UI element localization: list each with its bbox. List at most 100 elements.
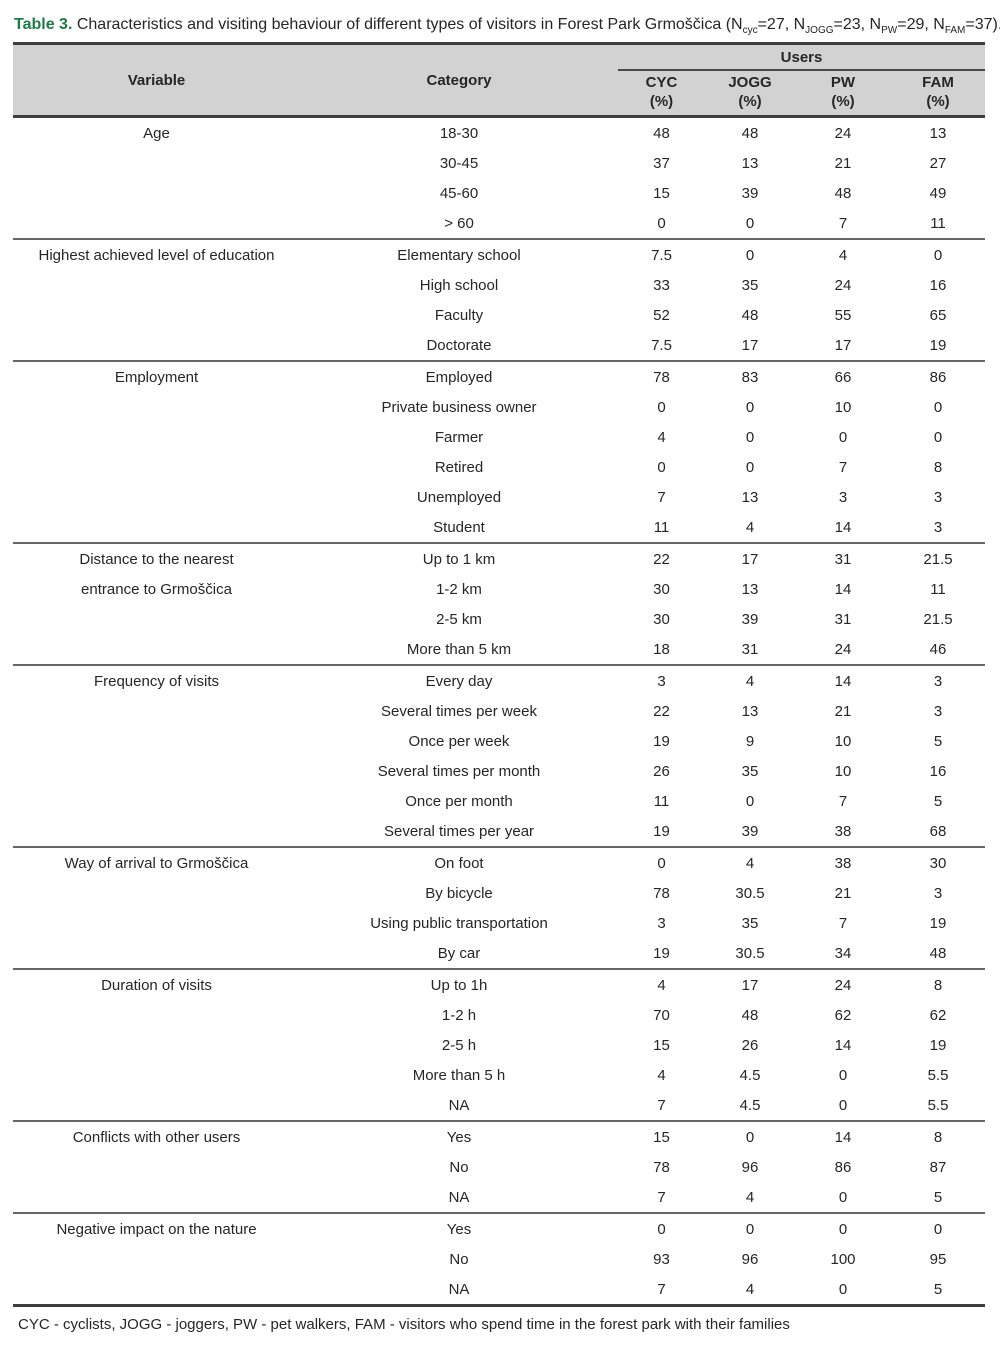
value-cell: 21 bbox=[834, 154, 852, 172]
variable-label: Distance to the nearest bbox=[79, 550, 234, 568]
value-cell: 13 bbox=[741, 702, 759, 720]
table-row: By bicycle 78 30.5 21 3 bbox=[300, 878, 985, 908]
value-cell: 0 bbox=[745, 1128, 755, 1146]
table-row: 2-5 h 15 26 14 19 bbox=[300, 1030, 985, 1060]
value-cell: 4 bbox=[657, 428, 666, 446]
value-cell: 14 bbox=[834, 1036, 852, 1054]
value-cell: 5 bbox=[933, 1188, 943, 1206]
section-rows: Elementary school 7.5 0 4 0 High school 33 35 24… bbox=[300, 240, 985, 360]
value-cell: 31 bbox=[741, 640, 759, 658]
value-cell: 38 bbox=[834, 854, 852, 872]
value-cell: 11 bbox=[930, 214, 946, 232]
value-cell: 17 bbox=[741, 976, 759, 994]
value-cell: 87 bbox=[929, 1158, 947, 1176]
value-cell: 4.5 bbox=[739, 1096, 761, 1114]
value-cell: 3 bbox=[838, 488, 848, 506]
value-cell: 17 bbox=[834, 336, 852, 354]
column-header-cyc: CYC (%) bbox=[645, 74, 678, 110]
value-cell: 55 bbox=[834, 306, 852, 324]
category-cell: No bbox=[449, 1250, 469, 1268]
value-cell: 10 bbox=[834, 398, 852, 416]
value-cell: 0 bbox=[933, 1220, 943, 1238]
section-rows: Yes 0 0 0 0 No 93 96 100 95 NA 7 4 0 5 bbox=[300, 1214, 985, 1304]
table-row: Up to 1 km 22 17 31 21.5 bbox=[300, 544, 985, 574]
value-cell: 34 bbox=[834, 944, 852, 962]
value-cell: 14 bbox=[834, 672, 852, 690]
category-cell: On foot bbox=[434, 854, 484, 872]
variable-label: Employment bbox=[114, 368, 199, 386]
value-cell: 0 bbox=[838, 1188, 848, 1206]
value-cell: 3 bbox=[933, 884, 943, 902]
value-cell: 86 bbox=[834, 1158, 852, 1176]
value-cell: 0 bbox=[838, 1096, 848, 1114]
value-cell: 48 bbox=[929, 944, 947, 962]
category-cell: Farmer bbox=[434, 428, 484, 446]
table-row: Elementary school 7.5 0 4 0 bbox=[300, 240, 985, 270]
value-cell: 19 bbox=[929, 1036, 947, 1054]
value-cell: 11 bbox=[653, 518, 670, 536]
category-cell: Up to 1 km bbox=[422, 550, 496, 568]
value-cell: 14 bbox=[834, 580, 852, 598]
section-rows: On foot 0 4 38 30 By bicycle 78 30.5 21 3 Using pu… bbox=[300, 848, 985, 968]
value-cell: 13 bbox=[741, 154, 759, 172]
value-cell: 7 bbox=[657, 488, 666, 506]
category-cell: 45-60 bbox=[439, 184, 479, 202]
value-cell: 39 bbox=[741, 610, 759, 628]
value-cell: 0 bbox=[657, 458, 666, 476]
variable-label: entrance to Grmoščica bbox=[81, 580, 232, 598]
value-cell: 0 bbox=[933, 428, 943, 446]
variable-cell: Way of arrival to Grmoščica bbox=[13, 848, 300, 968]
value-cell: 16 bbox=[929, 276, 947, 294]
category-cell: Doctorate bbox=[426, 336, 492, 354]
value-cell: 48 bbox=[741, 306, 759, 324]
category-cell: 30-45 bbox=[439, 154, 479, 172]
table-row: Once per week 19 9 10 5 bbox=[300, 726, 985, 756]
value-cell: 21.5 bbox=[923, 550, 953, 568]
table-row: NA 7 4 0 5 bbox=[300, 1182, 985, 1212]
variable-cell: Frequency of visits bbox=[13, 666, 300, 846]
value-cell: 35 bbox=[741, 914, 759, 932]
value-cell: 13 bbox=[929, 124, 947, 142]
variable-cell: Age bbox=[13, 118, 300, 238]
value-cell: 35 bbox=[741, 276, 759, 294]
category-cell: Private business owner bbox=[381, 398, 537, 416]
value-cell: 78 bbox=[653, 368, 670, 386]
table-row: 18-30 48 48 24 13 bbox=[300, 118, 985, 148]
table-row: Faculty 52 48 55 65 bbox=[300, 300, 985, 330]
value-cell: 0 bbox=[657, 1220, 666, 1238]
value-cell: 19 bbox=[653, 944, 670, 962]
value-cell: 93 bbox=[653, 1250, 670, 1268]
value-cell: 37 bbox=[653, 154, 670, 172]
value-cell: 27 bbox=[929, 154, 947, 172]
value-cell: 0 bbox=[657, 854, 666, 872]
value-cell: 0 bbox=[838, 1280, 848, 1298]
table-row: Farmer 4 0 0 0 bbox=[300, 422, 985, 452]
column-header-fam: FAM (%) bbox=[922, 74, 954, 110]
value-cell: 65 bbox=[929, 306, 947, 324]
value-cell: 0 bbox=[745, 458, 755, 476]
value-cell: 15 bbox=[653, 184, 670, 202]
table-row: 1-2 h 70 48 62 62 bbox=[300, 1000, 985, 1030]
section-rows: Employed 78 83 66 86 Private business owner 0 0… bbox=[300, 362, 985, 542]
value-cell: 7 bbox=[838, 458, 848, 476]
table-footnote: CYC - cyclists, JOGG - joggers, PW - pet… bbox=[18, 1316, 790, 1333]
variable-cell: Negative impact on the nature bbox=[13, 1214, 300, 1304]
value-cell: 0 bbox=[745, 792, 755, 810]
section-rows: Yes 15 0 14 8 No 78 96 86 87 NA 7 4 0 5 bbox=[300, 1122, 985, 1212]
category-cell: Using public transportation bbox=[370, 914, 548, 932]
category-cell: Employed bbox=[425, 368, 493, 386]
value-cell: 5.5 bbox=[927, 1096, 949, 1114]
value-cell: 39 bbox=[741, 184, 759, 202]
value-cell: 4 bbox=[745, 672, 755, 690]
table-row: Private business owner 0 0 10 0 bbox=[300, 392, 985, 422]
value-cell: 7 bbox=[838, 214, 848, 232]
value-cell: 17 bbox=[741, 336, 759, 354]
variable-cell: Employment bbox=[13, 362, 300, 542]
category-cell: NA bbox=[448, 1188, 470, 1206]
value-cell: 24 bbox=[834, 276, 852, 294]
category-cell: Up to 1h bbox=[430, 976, 488, 994]
table-row: More than 5 km 18 31 24 46 bbox=[300, 634, 985, 664]
table-row: Unemployed 7 13 3 3 bbox=[300, 482, 985, 512]
variable-label: Way of arrival to Grmoščica bbox=[64, 854, 249, 872]
column-header-jogg: JOGG (%) bbox=[728, 74, 772, 110]
